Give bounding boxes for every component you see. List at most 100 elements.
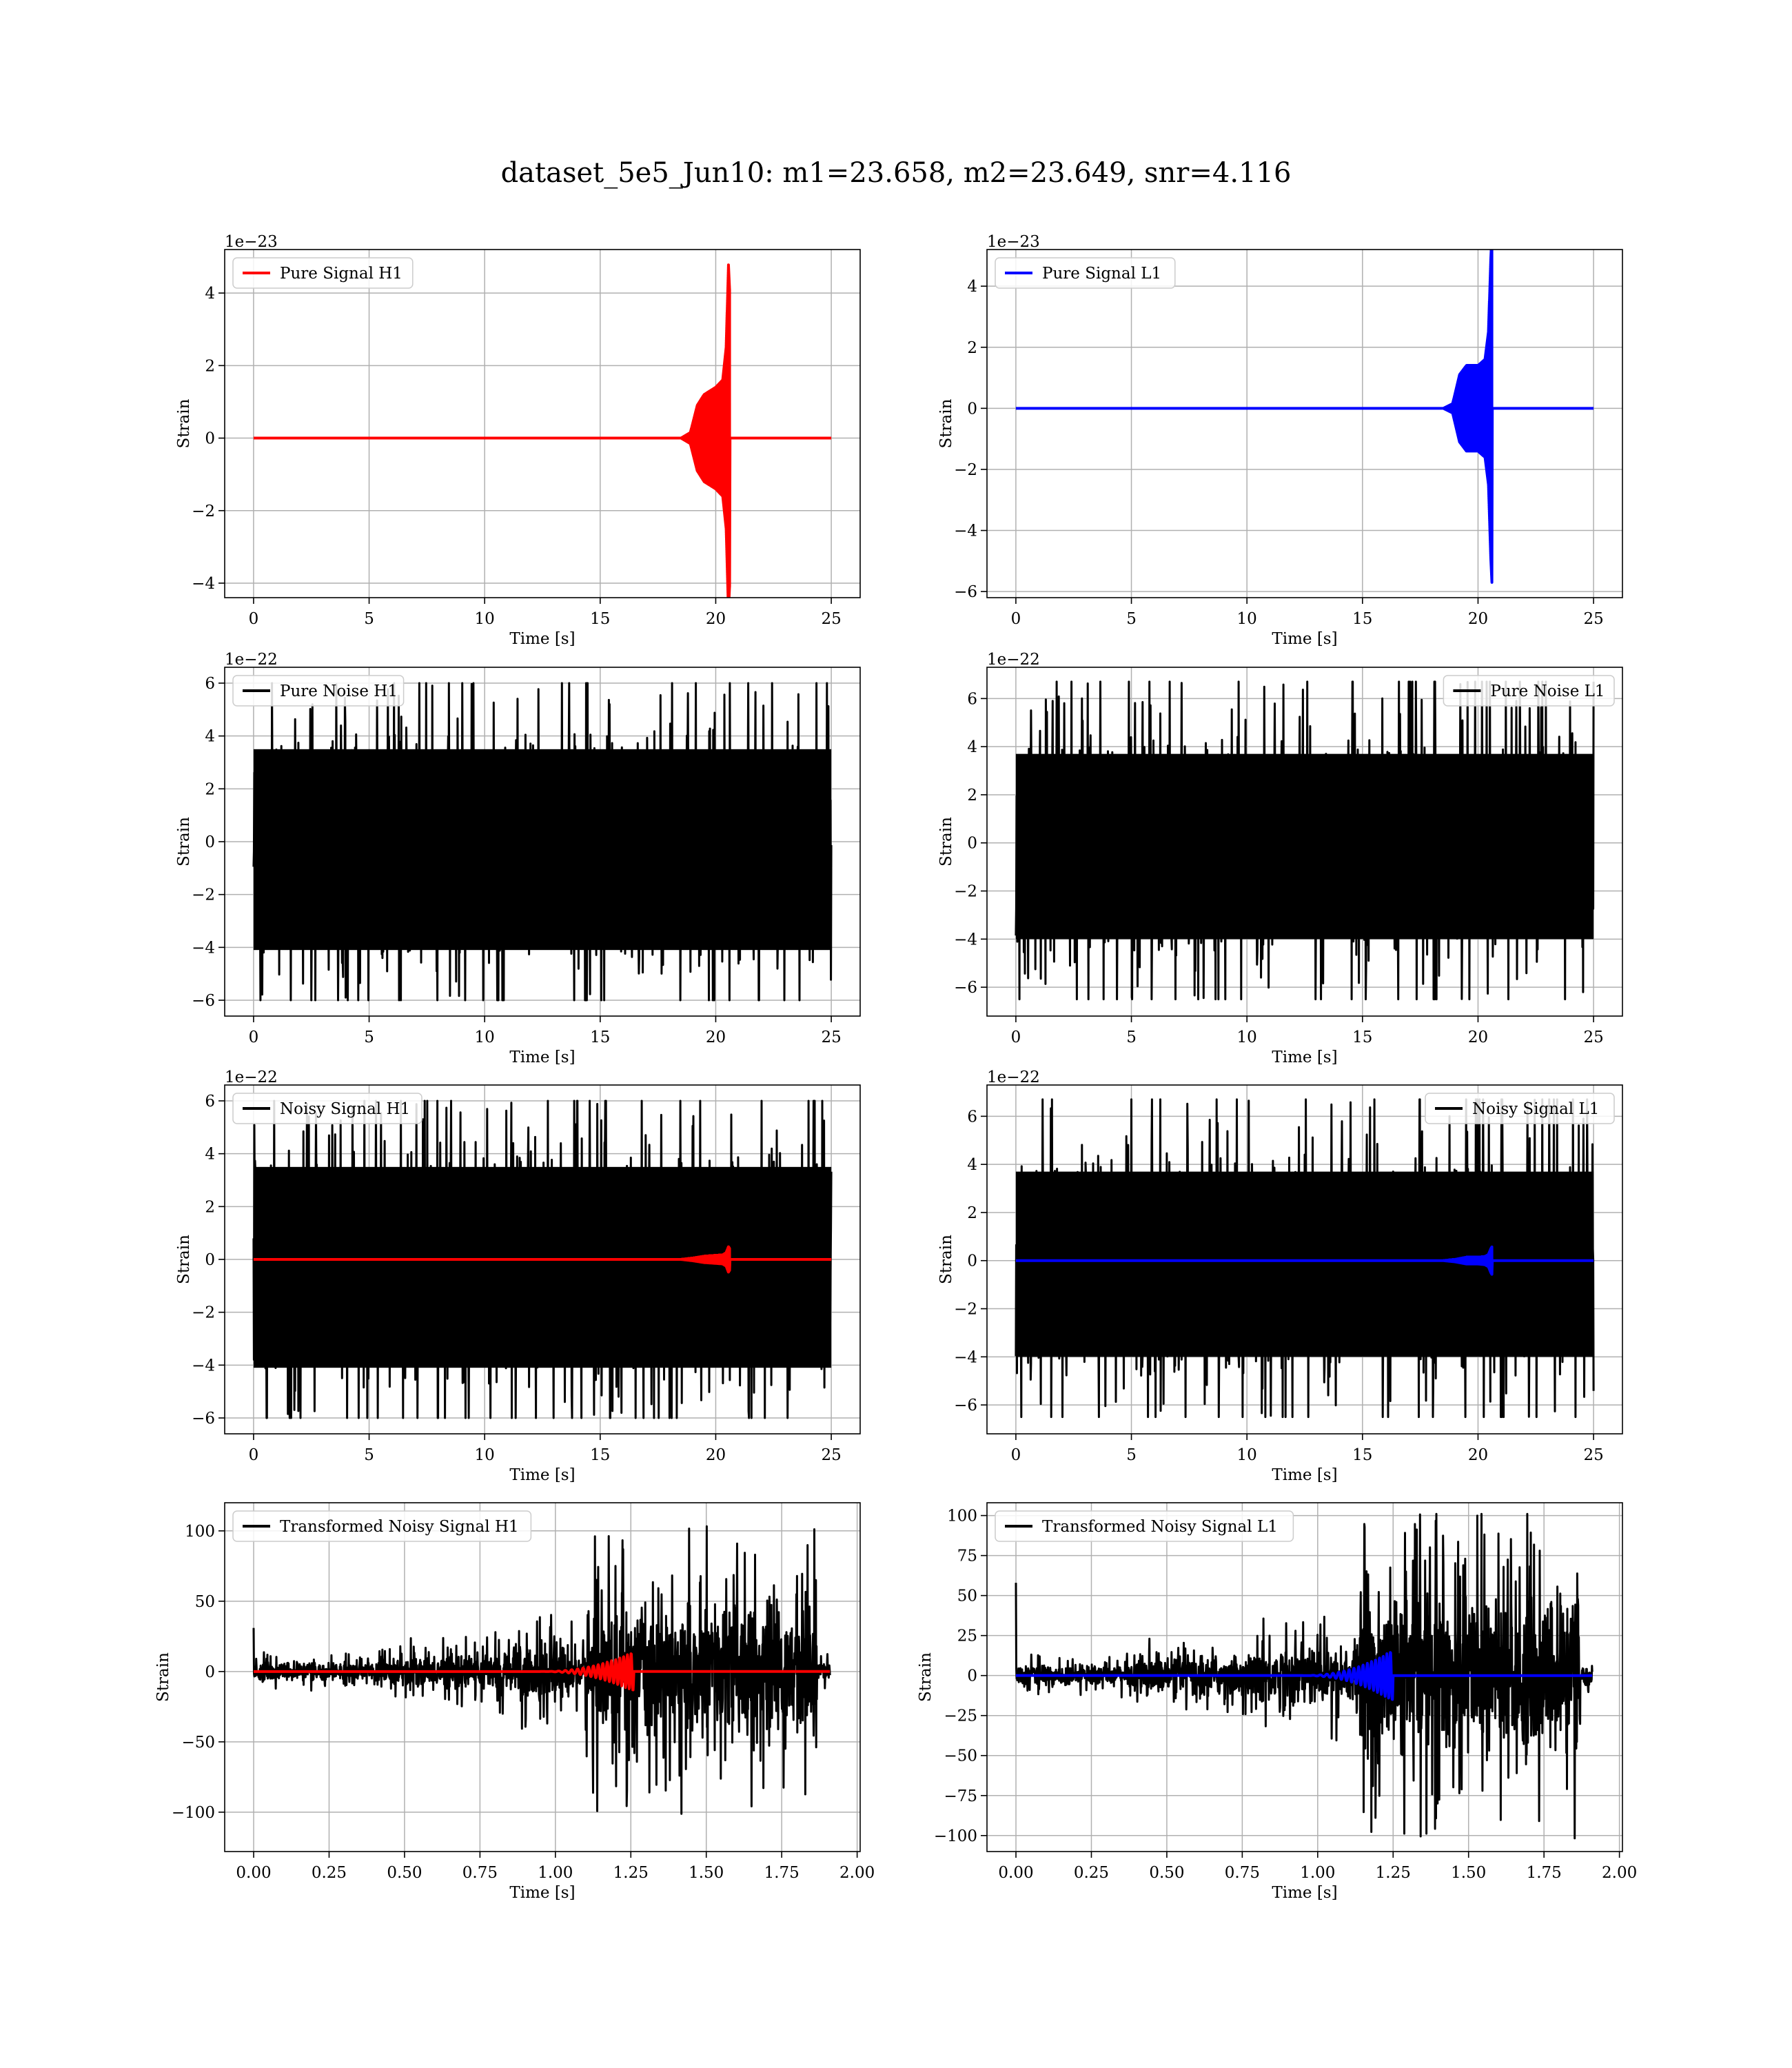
series-line-0: [1015, 680, 1595, 1001]
y-tick-label: 0: [967, 835, 977, 853]
x-tick-label: 0.00: [998, 1864, 1033, 1882]
y-tick-label: −2: [192, 503, 215, 520]
y-tick-label: 25: [957, 1628, 977, 1645]
x-tick-label: 0.25: [1074, 1864, 1109, 1882]
series-line-1: [254, 1652, 831, 1692]
y-axis-label: Strain: [175, 817, 193, 866]
offset-text: 1e−23: [987, 233, 1040, 251]
legend-label: Pure Noise L1: [1490, 682, 1605, 700]
x-tick-label: 0.50: [387, 1864, 422, 1882]
x-tick-label: 20: [1468, 610, 1488, 628]
x-tick-label: 25: [1583, 1028, 1603, 1046]
x-axis-label: Time [s]: [509, 1884, 575, 1902]
legend: Transformed Noisy Signal H1: [232, 1510, 532, 1542]
series-line-0: [1015, 250, 1594, 584]
x-tick-label: 10: [1237, 610, 1257, 628]
x-tick-label: 0.25: [312, 1864, 347, 1882]
x-tick-label: 10: [1237, 1446, 1257, 1464]
legend: Transformed Noisy Signal L1: [995, 1510, 1294, 1542]
y-tick-label: −6: [954, 583, 977, 601]
y-tick-label: 4: [967, 278, 977, 296]
x-tick-label: 20: [1468, 1446, 1488, 1464]
axes-frame: [986, 1502, 1623, 1852]
y-tick-label: 4: [967, 1156, 977, 1174]
x-axis-label: Time [s]: [509, 1466, 575, 1484]
y-tick-label: −75: [944, 1787, 977, 1805]
legend: Noisy Signal L1: [1425, 1093, 1615, 1124]
y-tick-label: −50: [944, 1747, 977, 1765]
y-tick-label: −4: [954, 1348, 977, 1366]
x-tick-label: 10: [475, 610, 495, 628]
x-tick-label: 0: [249, 1028, 259, 1046]
y-tick-label: 4: [967, 738, 977, 756]
y-tick-label: 0: [205, 430, 215, 448]
legend: Pure Noise L1: [1443, 675, 1615, 707]
x-tick-label: 15: [590, 610, 610, 628]
legend-box: [1443, 675, 1615, 707]
x-tick-label: 5: [1126, 610, 1137, 628]
y-tick-label: 100: [947, 1508, 977, 1525]
y-tick-label: −4: [192, 939, 215, 957]
y-tick-label: 0: [967, 1667, 977, 1685]
x-tick-label: 5: [364, 1446, 374, 1464]
x-tick-label: 25: [1583, 610, 1603, 628]
y-tick-label: −6: [954, 979, 977, 997]
x-axis-label: Time [s]: [1272, 1884, 1337, 1902]
y-tick-label: −6: [954, 1397, 977, 1415]
legend: Noisy Signal H1: [232, 1093, 422, 1124]
y-tick-label: −25: [944, 1707, 977, 1725]
series-line-0: [1015, 1098, 1595, 1419]
y-tick-label: 2: [205, 1198, 215, 1216]
y-tick-label: 2: [967, 787, 977, 804]
x-axis-label: Time [s]: [1272, 630, 1337, 648]
series-line-0: [252, 682, 833, 1002]
y-tick-label: 6: [205, 675, 215, 693]
axes-frame: [986, 1084, 1623, 1435]
x-tick-label: 25: [1583, 1446, 1603, 1464]
y-tick-label: −50: [181, 1734, 215, 1752]
y-tick-label: 2: [967, 339, 977, 357]
y-tick-label: 75: [957, 1548, 977, 1565]
legend: Pure Signal L1: [995, 257, 1176, 289]
x-tick-label: 5: [364, 1028, 374, 1046]
x-tick-label: 1.25: [613, 1864, 649, 1882]
x-tick-label: 25: [821, 1028, 841, 1046]
legend-label: Noisy Signal H1: [280, 1100, 410, 1118]
y-tick-label: −4: [192, 575, 215, 593]
offset-text: 1e−22: [987, 651, 1040, 669]
x-tick-label: 1.50: [1451, 1864, 1486, 1882]
y-tick-label: −100: [172, 1804, 215, 1822]
y-tick-label: 0: [205, 1251, 215, 1269]
y-tick-label: 4: [205, 728, 215, 746]
y-tick-label: 50: [195, 1593, 215, 1611]
x-tick-label: 10: [475, 1028, 495, 1046]
legend-box: [232, 1093, 422, 1124]
y-tick-label: −2: [954, 1301, 977, 1319]
x-tick-label: 25: [821, 1446, 841, 1464]
x-tick-label: 15: [590, 1446, 610, 1464]
x-tick-label: 20: [1468, 1028, 1488, 1046]
series-line-1: [1016, 1651, 1593, 1701]
axes-frame: [224, 1502, 861, 1852]
y-axis-label: Strain: [937, 1235, 955, 1284]
y-tick-label: −2: [954, 461, 977, 479]
series-line-0: [1015, 1512, 1594, 1840]
y-tick-label: −2: [954, 883, 977, 901]
legend-label: Transformed Noisy Signal H1: [280, 1518, 519, 1536]
y-tick-label: 2: [967, 1204, 977, 1222]
x-tick-label: 0.00: [236, 1864, 271, 1882]
axes-frame: [986, 667, 1623, 1017]
legend-label: Pure Noise H1: [280, 682, 398, 700]
x-tick-label: 0.75: [1225, 1864, 1260, 1882]
x-tick-label: 0: [1011, 1446, 1021, 1464]
legend-box: [995, 257, 1176, 289]
y-axis-label: Strain: [937, 398, 955, 448]
offset-text: 1e−22: [225, 1068, 278, 1086]
legend: Pure Noise H1: [232, 675, 405, 707]
